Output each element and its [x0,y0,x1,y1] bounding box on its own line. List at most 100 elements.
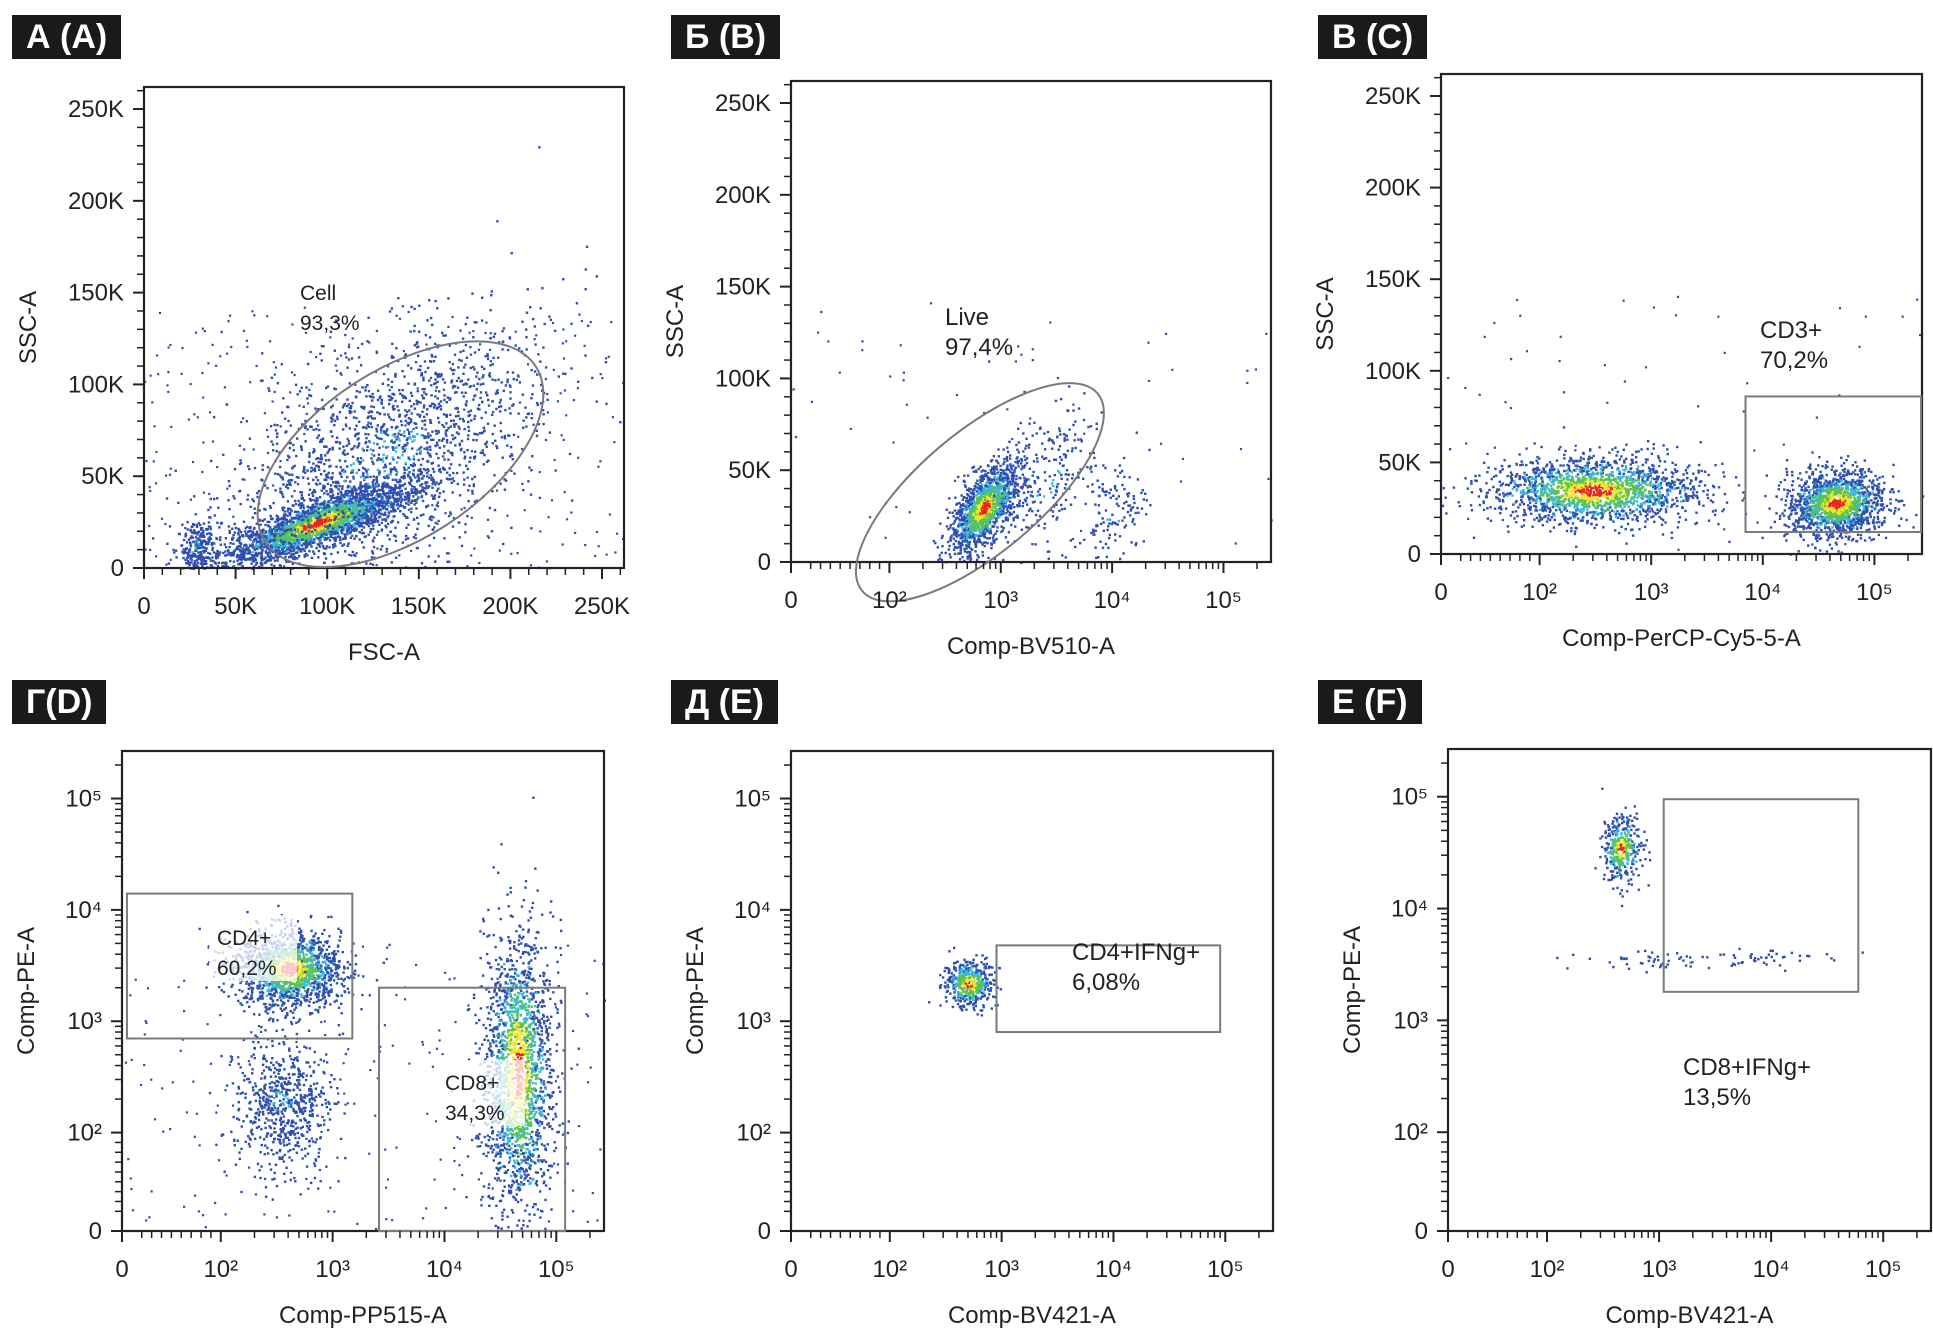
event-dot [465,356,469,359]
event-dot [613,441,616,444]
event-dot [438,439,441,442]
event-dot [480,416,483,420]
event-dot [575,302,579,305]
event-dot [310,532,314,535]
event-dot [309,350,312,354]
event-dot [290,519,294,522]
event-dot [357,525,361,528]
event-dot [482,426,486,429]
event-dot [331,511,334,514]
event-dot [560,434,563,437]
event-dot [294,535,298,538]
event-dot [202,531,205,534]
event-dot [527,363,530,366]
event-dot [369,528,373,531]
event-dot [407,498,410,501]
event-dot [284,518,287,521]
event-dot [322,516,325,520]
event-dot [354,529,358,532]
event-dot [325,476,328,479]
event-dot [347,345,351,349]
event-dot [319,516,323,520]
event-dot [385,491,389,495]
event-dot [317,457,320,460]
event-dot [383,431,386,435]
event-dot [380,489,383,492]
event-dot [311,504,315,507]
event-dot [451,315,454,319]
event-dot [368,503,372,507]
event-dot [362,474,365,477]
event-dot [241,534,245,538]
event-dot [574,531,577,534]
event-dot [235,548,238,551]
event-dot [499,405,503,408]
event-dot [393,497,396,500]
event-dot [305,412,308,415]
event-dot [356,507,360,510]
event-dot [416,480,419,483]
event-dot [299,491,302,494]
event-dot [298,526,301,529]
event-dot [337,533,340,537]
event-dot [425,413,429,416]
event-dot [246,345,249,348]
event-dot [413,491,416,495]
event-dot [412,427,415,430]
event-dot [371,509,374,512]
event-dot [391,468,395,471]
event-dot [327,501,330,504]
event-dot [293,510,297,513]
event-dot [255,364,258,368]
event-dot [245,548,248,551]
event-dot [448,398,451,401]
event-dot [389,503,393,506]
event-dot [313,469,317,473]
event-dot [281,520,284,524]
event-dot [345,519,348,522]
event-dot [364,498,368,501]
event-dot [335,504,338,507]
event-dot [172,548,175,552]
event-dot [195,559,199,562]
event-dot [184,527,187,530]
event-dot [416,516,419,519]
event-dot [973,534,976,537]
event-dot [386,433,390,437]
gate-ellipse[interactable] [219,296,581,613]
event-dot [215,364,218,367]
event-dot [369,475,372,479]
event-dot [399,480,402,483]
event-dot [442,437,445,440]
event-dot [419,467,422,471]
event-dot [489,309,492,312]
event-dot [356,459,359,462]
event-dot [434,389,438,392]
event-dot [366,519,369,522]
event-dot [239,549,242,552]
event-dot [298,555,301,558]
event-dot [398,554,401,557]
event-dot [343,505,346,508]
event-dot [583,344,586,347]
event-dot [501,456,504,459]
event-dot [495,407,498,411]
event-dot [207,508,210,512]
event-dot [498,341,501,344]
event-dot [264,556,267,559]
event-dot [510,526,513,530]
event-dot [522,426,525,429]
event-dot [333,424,336,427]
event-dot [391,456,394,459]
event-dot [196,416,199,419]
event-dot [403,495,407,498]
event-dot [407,503,410,506]
event-dot [403,468,406,471]
event-dot [281,516,284,520]
event-dot [349,513,353,516]
event-dot [407,310,410,314]
event-dot [364,389,367,392]
event-dot [467,489,470,492]
event-dot [387,504,390,508]
event-dot [482,382,485,385]
